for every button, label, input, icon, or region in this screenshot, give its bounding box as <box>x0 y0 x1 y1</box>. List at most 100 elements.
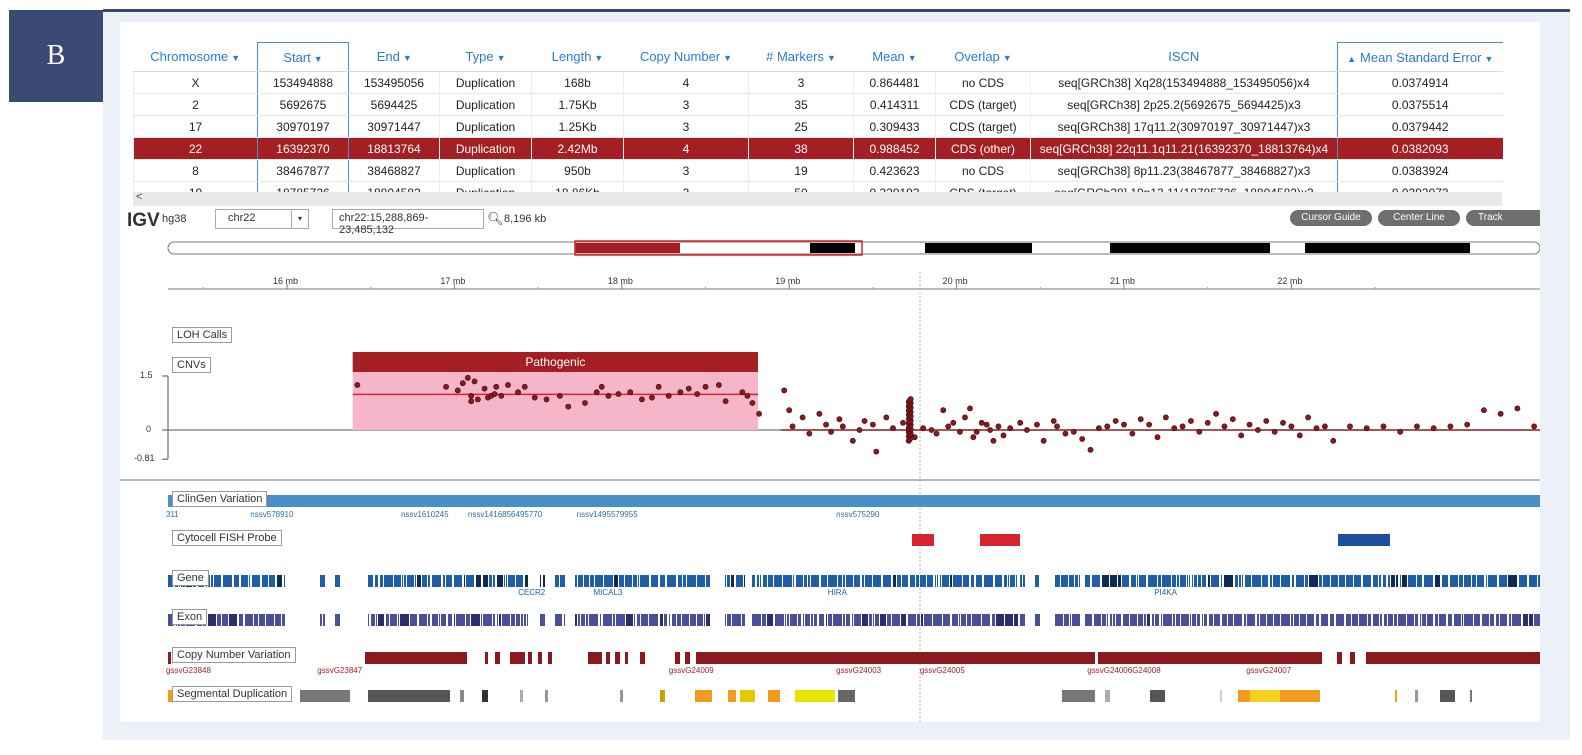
column-header[interactable]: Start ▼ <box>257 42 349 72</box>
cnv-data-point <box>1481 407 1487 414</box>
gene-feature <box>640 575 649 587</box>
igv-track-canvas[interactable]: Pathogenic <box>120 22 1540 722</box>
track-labels-button[interactable]: Track <box>1466 210 1540 226</box>
filter-icon[interactable]: ▼ <box>313 53 323 64</box>
cnv-data-point <box>856 427 863 433</box>
track-label-fish[interactable]: Cytocell FISH Probe <box>172 530 282 546</box>
column-header[interactable]: End ▼ <box>348 42 440 72</box>
cnv-data-point <box>459 380 466 387</box>
column-header[interactable]: Chromosome ▼ <box>133 42 258 72</box>
gene-feature <box>1388 575 1390 587</box>
table-row[interactable]: 8 38467877 38468827 Duplication 950b 3 19 0.423… <box>133 159 1503 182</box>
chevron-down-icon[interactable]: ▾ <box>291 210 308 228</box>
segdup-feature <box>520 690 523 702</box>
cnv-data-point <box>781 387 788 394</box>
filter-icon[interactable]: ▼ <box>496 53 506 64</box>
feature-label: gssvG23848 <box>166 666 211 675</box>
track-label-segdup[interactable]: Segmental Duplication <box>172 686 293 702</box>
scroll-left-icon[interactable]: < <box>136 191 143 203</box>
track-label-cnvs[interactable]: CNVs <box>172 357 211 373</box>
column-header[interactable]: Copy Number ▼ <box>623 42 749 72</box>
center-line-button[interactable]: Center Line <box>1378 210 1460 226</box>
exon-feature <box>222 614 228 626</box>
column-header[interactable]: Length ▼ <box>531 42 624 72</box>
cursor-guide-button[interactable]: Cursor Guide <box>1290 210 1372 226</box>
gene-feature <box>1008 575 1009 587</box>
sort-asc-icon[interactable]: ▲ <box>1347 53 1357 64</box>
filter-icon[interactable]: ▼ <box>723 53 733 64</box>
exon-feature <box>634 614 635 626</box>
exon-feature <box>1482 614 1489 626</box>
gene-feature <box>893 575 896 587</box>
filter-icon[interactable]: ▼ <box>594 53 604 64</box>
track-label-gene[interactable]: Gene <box>172 570 209 586</box>
exon-feature <box>448 614 452 626</box>
horizontal-scrollbar[interactable]: < <box>133 191 1502 206</box>
exon-feature <box>697 614 703 626</box>
exon-feature <box>1094 614 1101 626</box>
track-label-cnv[interactable]: Copy Number Variation <box>172 647 296 663</box>
table-cell: 38468827 <box>348 159 440 182</box>
gene-feature <box>950 575 952 587</box>
chromosome-select[interactable]: chr22 ▾ <box>215 209 309 229</box>
column-header[interactable]: Type ▼ <box>439 42 532 72</box>
filter-icon[interactable]: ▼ <box>231 53 241 64</box>
track-label-exon[interactable]: Exon <box>172 609 208 625</box>
column-header[interactable]: # Markers ▼ <box>748 42 854 72</box>
exon-feature <box>1398 614 1406 626</box>
track-label-clingen[interactable]: ClinGen Variation <box>172 491 268 507</box>
cnv-data-point <box>1146 421 1153 428</box>
exon-feature <box>239 614 243 626</box>
gene-feature <box>497 575 503 587</box>
table-row[interactable]: 17 30970197 30971447 Duplication 1.25Kb 3 25 0.… <box>133 115 1503 138</box>
filter-icon[interactable]: ▼ <box>826 53 836 64</box>
column-header[interactable]: Overlap ▼ <box>935 42 1031 72</box>
search-icon[interactable]: 🔍︎ <box>487 211 504 226</box>
table-row[interactable]: 22 16392370 18813764 Duplication 2.42Mb 4 38 0.… <box>133 137 1503 160</box>
cnv-data-point <box>1095 425 1102 432</box>
column-header[interactable]: ▲ Mean Standard Error ▼ <box>1337 42 1503 72</box>
locus-input[interactable]: chr22:15,288,869-23,485,132 <box>332 209 484 236</box>
gene-feature <box>971 575 974 587</box>
table-cell: Duplication <box>439 159 532 182</box>
feature-label: CECR2 <box>518 588 546 597</box>
gene-feature <box>1305 575 1308 587</box>
filter-icon[interactable]: ▼ <box>907 53 917 64</box>
cnv-variant-feature <box>675 652 680 664</box>
gene-feature <box>1262 575 1268 587</box>
gene-feature <box>1379 575 1381 587</box>
feature-label: 311 <box>166 510 179 519</box>
segdup-feature <box>1470 690 1472 702</box>
segdup-feature <box>728 690 736 702</box>
column-header[interactable]: ISCN <box>1030 42 1338 72</box>
segdup-feature <box>1062 690 1095 702</box>
exon-feature <box>972 614 981 626</box>
cnv-data-point <box>1497 410 1504 417</box>
track-label-loh[interactable]: LOH Calls <box>172 327 233 343</box>
exon-feature <box>521 614 523 626</box>
gene-feature <box>1202 575 1206 587</box>
feature-label: gssvG23847 <box>317 666 363 675</box>
gene-feature <box>651 575 658 587</box>
filter-icon[interactable]: ▼ <box>402 53 412 64</box>
column-header[interactable]: Mean ▼ <box>853 42 936 72</box>
exon-feature <box>875 614 879 626</box>
gene-feature <box>1508 575 1517 587</box>
cnv-data-point <box>861 418 868 424</box>
cnv-data-point <box>1087 446 1094 453</box>
filter-icon[interactable]: ▼ <box>1484 53 1494 64</box>
cnv-results-table: Chromosome ▼ Start ▼ End ▼ Type ▼ Length ▼ Copy Nu… <box>133 42 1503 204</box>
cnv-data-point <box>873 448 880 455</box>
gene-feature <box>1198 575 1201 587</box>
filter-icon[interactable]: ▼ <box>1002 53 1012 64</box>
exon-feature <box>524 614 526 626</box>
gene-feature <box>1459 575 1463 587</box>
exon-feature <box>168 614 174 626</box>
cnv-data-point <box>883 414 890 421</box>
table-cell: Duplication <box>439 137 532 160</box>
exon-feature <box>1192 614 1196 626</box>
table-row[interactable]: X 153494888 153495056 Duplication 168b 4 3 0.86… <box>133 71 1503 94</box>
exon-feature <box>432 614 438 626</box>
table-row[interactable]: 2 5692675 5694425 Duplication 1.75Kb 3 35 0.414… <box>133 93 1503 116</box>
cnv-data-point <box>1007 425 1014 432</box>
